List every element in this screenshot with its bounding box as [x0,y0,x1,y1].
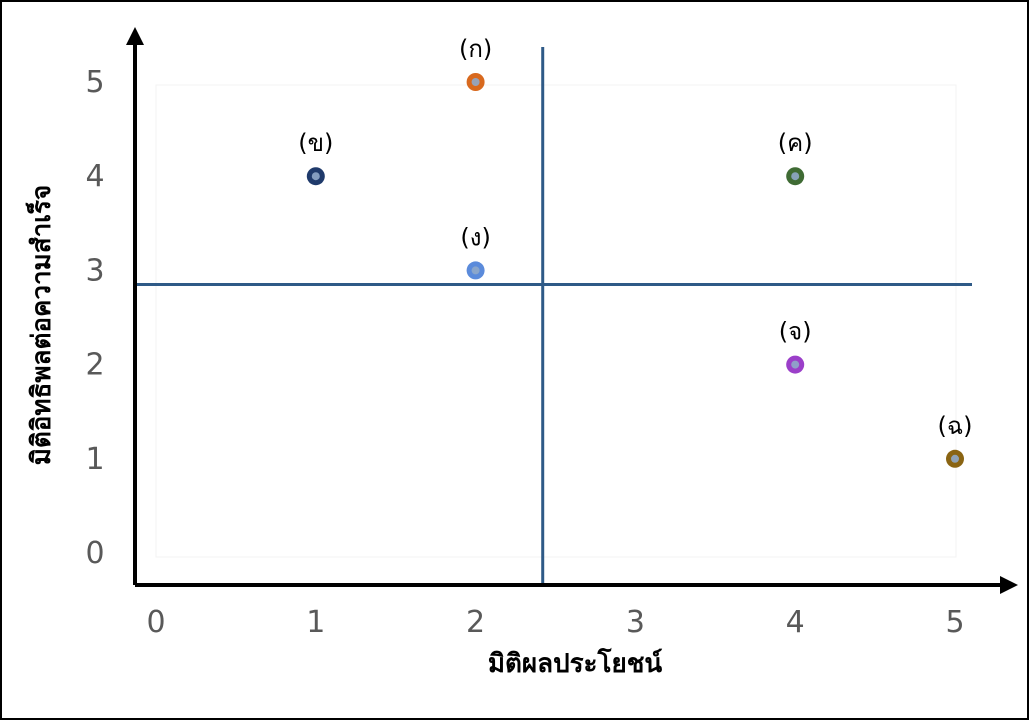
x-tick-label: 3 [626,605,645,640]
x-tick-label: 5 [945,605,964,640]
data-point-label: (ข) [298,129,333,157]
y-tick-label: 1 [85,442,104,477]
x-tick-label: 1 [306,605,325,640]
data-point: (ค) [778,129,813,186]
data-point: (ข) [298,129,333,186]
y-tick-label: 0 [85,536,104,571]
y-tick-label: 5 [85,65,104,100]
data-point-core [471,78,480,86]
x-tick-label: 2 [466,605,485,640]
data-point-core [471,266,480,275]
data-point-label: (จ) [779,318,812,346]
y-tick-label: 4 [85,159,104,194]
data-point: (ก) [459,35,492,91]
y-axis-arrowhead [126,27,144,45]
x-axis-arrowhead [1000,576,1018,594]
data-point-core [311,172,320,181]
data-point-core [791,172,800,181]
y-axis-title: มิติอิทธิพลต่อความสำเร็จ [25,185,57,466]
data-point: (จ) [779,318,812,374]
plot-area [155,84,957,558]
data-point-label: (ก) [459,35,492,63]
data-point-label: (ง) [460,223,490,251]
y-tick-label: 3 [85,253,104,288]
data-point: (ง) [460,223,491,280]
y-tick-label: 2 [85,348,104,383]
x-tick-label: 0 [146,605,165,640]
data-point-label: (ค) [778,129,813,157]
data-point-label: (ฉ) [937,412,972,440]
data-point-core [951,454,959,463]
data-point: (ฉ) [937,412,973,468]
x-axis-title: มิติผลประโยชน์ [488,647,663,679]
x-tick-label: 4 [786,605,805,640]
data-point-core [791,360,800,369]
